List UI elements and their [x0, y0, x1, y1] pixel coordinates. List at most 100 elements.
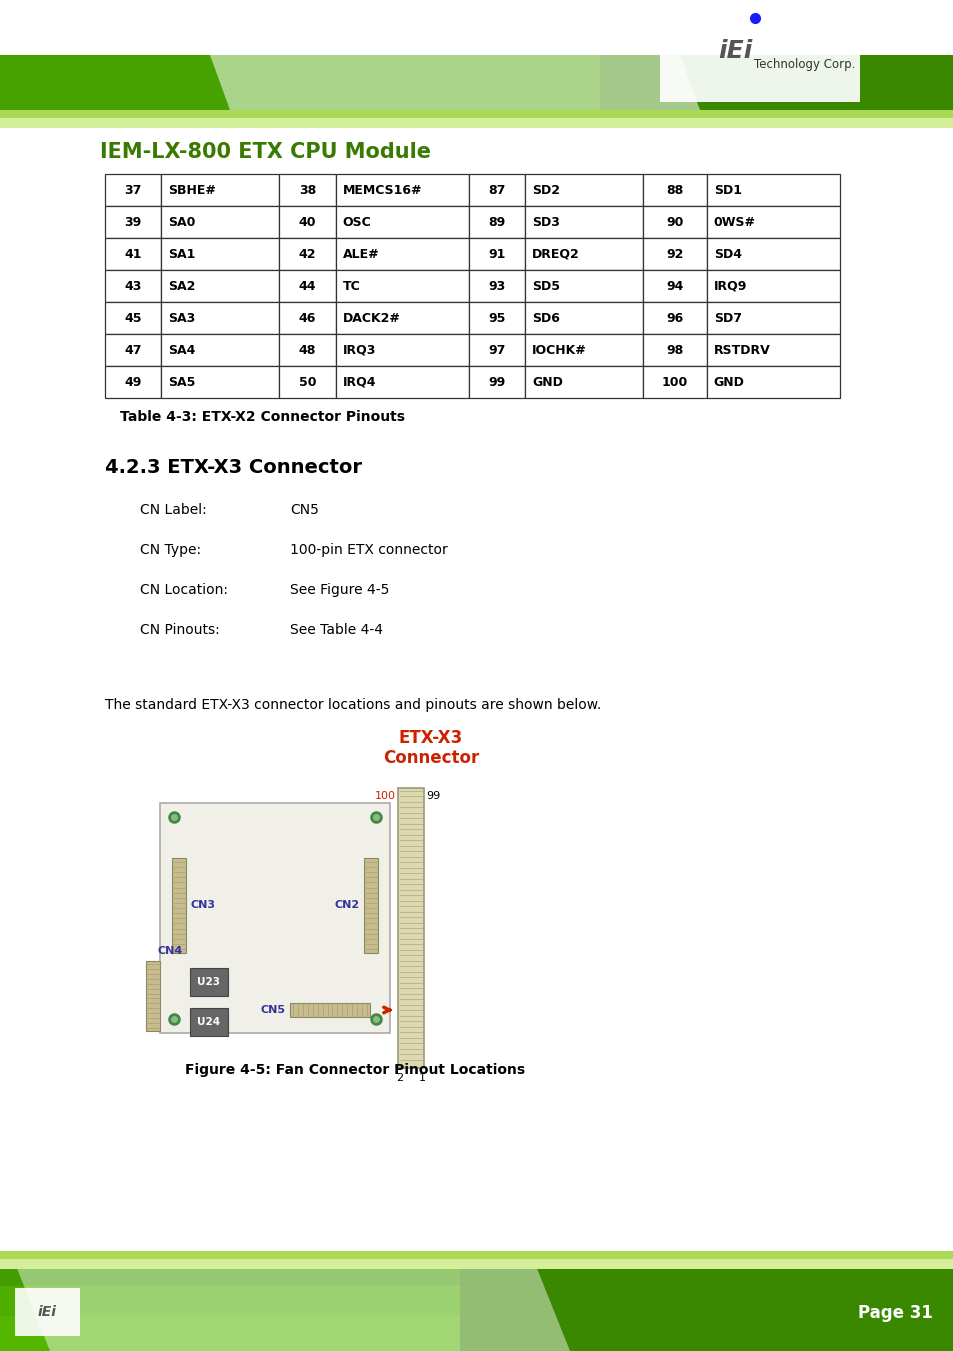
Bar: [659, 4, 859, 101]
Bar: [642, 205, 706, 238]
Bar: [105, 238, 161, 270]
Text: CN Pinouts:: CN Pinouts:: [140, 623, 219, 638]
Bar: [335, 303, 469, 334]
Text: Page 31: Page 31: [857, 1304, 931, 1323]
Bar: [161, 366, 279, 399]
Bar: [161, 205, 279, 238]
Bar: [525, 334, 642, 366]
Text: SD5: SD5: [532, 280, 559, 293]
Text: Table 4-3: ETX-X2 Connector Pinouts: Table 4-3: ETX-X2 Connector Pinouts: [120, 409, 405, 424]
Text: SD6: SD6: [532, 312, 559, 324]
Text: SA1: SA1: [168, 247, 195, 261]
Bar: [0, 109, 953, 118]
Bar: [0, 0, 953, 55]
Bar: [15, 1288, 80, 1336]
Bar: [105, 366, 161, 399]
Bar: [190, 1008, 228, 1036]
Text: 90: 90: [665, 216, 683, 228]
Text: TC: TC: [342, 280, 360, 293]
Bar: [642, 174, 706, 205]
Bar: [279, 205, 335, 238]
Text: 47: 47: [124, 343, 142, 357]
Text: SA3: SA3: [168, 312, 195, 324]
Bar: [161, 238, 279, 270]
Bar: [0, 1259, 953, 1269]
Bar: [469, 174, 525, 205]
Text: 91: 91: [488, 247, 505, 261]
Bar: [105, 174, 161, 205]
Text: 87: 87: [488, 184, 505, 196]
Text: See Figure 4-5: See Figure 4-5: [290, 584, 389, 597]
Text: CN2: CN2: [335, 901, 359, 911]
Bar: [161, 174, 279, 205]
Text: SD2: SD2: [532, 184, 559, 196]
Bar: [279, 270, 335, 303]
Text: 100-pin ETX connector: 100-pin ETX connector: [290, 543, 447, 557]
Bar: [335, 270, 469, 303]
Text: CN4: CN4: [158, 946, 183, 957]
Text: CN5: CN5: [261, 1005, 286, 1015]
Bar: [469, 205, 525, 238]
Bar: [642, 303, 706, 334]
Text: 97: 97: [488, 343, 505, 357]
Bar: [0, 0, 953, 109]
Text: DACK2#: DACK2#: [342, 312, 400, 324]
Text: IRQ4: IRQ4: [342, 376, 375, 389]
Text: RSTDRV: RSTDRV: [713, 343, 770, 357]
Text: CN Label:: CN Label:: [140, 503, 207, 517]
Bar: [525, 270, 642, 303]
Text: 42: 42: [298, 247, 315, 261]
Text: IRQ9: IRQ9: [713, 280, 746, 293]
Bar: [525, 366, 642, 399]
Bar: [642, 334, 706, 366]
Bar: [599, 0, 953, 109]
Text: 93: 93: [488, 280, 505, 293]
Text: SD7: SD7: [713, 312, 741, 324]
Bar: [335, 205, 469, 238]
Text: 44: 44: [298, 280, 315, 293]
Bar: [469, 270, 525, 303]
Bar: [525, 238, 642, 270]
Bar: [0, 1251, 953, 1351]
Bar: [0, 0, 599, 50]
Text: iEi: iEi: [717, 39, 751, 63]
Bar: [105, 303, 161, 334]
Text: ETX-X3: ETX-X3: [398, 730, 462, 747]
Bar: [706, 366, 840, 399]
Text: 2: 2: [396, 1073, 403, 1084]
Text: SD1: SD1: [713, 184, 741, 196]
Text: Connector: Connector: [382, 748, 478, 767]
Bar: [0, 50, 599, 109]
Text: 99: 99: [426, 790, 439, 801]
Bar: [0, 1286, 459, 1351]
Text: 50: 50: [298, 376, 315, 389]
Text: 4.2.3 ETX-X3 Connector: 4.2.3 ETX-X3 Connector: [105, 458, 361, 477]
Text: SA4: SA4: [168, 343, 195, 357]
Bar: [706, 174, 840, 205]
Bar: [161, 270, 279, 303]
Text: 49: 49: [125, 376, 142, 389]
Bar: [279, 366, 335, 399]
Text: See Table 4-4: See Table 4-4: [290, 623, 382, 638]
Text: CN5: CN5: [290, 503, 318, 517]
Bar: [706, 334, 840, 366]
Bar: [706, 270, 840, 303]
Text: 40: 40: [298, 216, 315, 228]
Text: 100: 100: [661, 376, 687, 389]
Bar: [105, 334, 161, 366]
Bar: [706, 303, 840, 334]
Bar: [279, 174, 335, 205]
Text: 41: 41: [124, 247, 142, 261]
Text: 1: 1: [418, 1073, 425, 1084]
Bar: [364, 858, 377, 952]
Text: GND: GND: [713, 376, 744, 389]
Bar: [279, 238, 335, 270]
Text: 95: 95: [488, 312, 505, 324]
Text: 92: 92: [665, 247, 683, 261]
Bar: [469, 334, 525, 366]
Text: 88: 88: [665, 184, 683, 196]
Bar: [161, 303, 279, 334]
Bar: [335, 334, 469, 366]
Text: CN Location:: CN Location:: [140, 584, 228, 597]
Text: GND: GND: [532, 376, 562, 389]
